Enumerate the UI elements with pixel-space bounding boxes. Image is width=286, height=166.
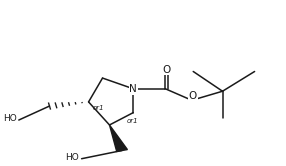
Text: O: O	[189, 91, 197, 101]
Polygon shape	[110, 125, 128, 151]
Text: or1: or1	[93, 105, 104, 111]
Text: HO: HO	[3, 114, 17, 123]
Text: N: N	[129, 84, 137, 94]
Text: HO: HO	[65, 153, 79, 162]
Text: O: O	[162, 65, 171, 75]
Text: or1: or1	[126, 118, 138, 124]
